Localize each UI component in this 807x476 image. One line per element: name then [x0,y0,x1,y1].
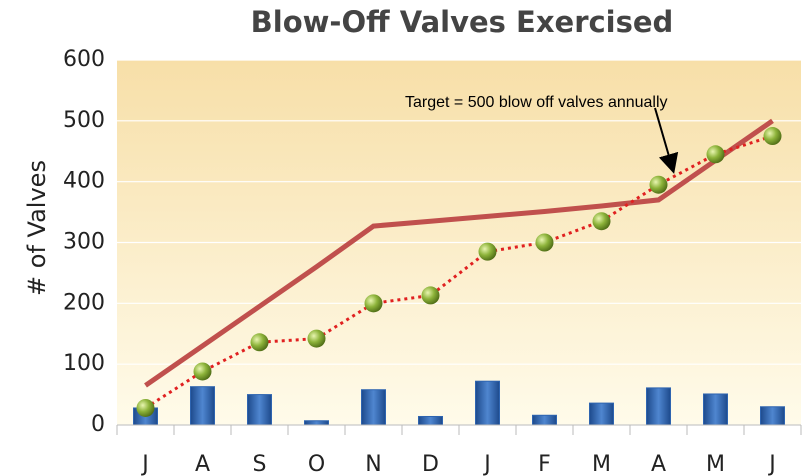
bar [760,406,785,426]
cumulative-marker [706,145,725,164]
y-tick-label: 300 [63,230,105,255]
bar [247,394,272,426]
y-tick-label: 400 [63,169,105,194]
annotation-box: Target = 500 blow off valves annually [405,94,668,111]
cumulative-marker [535,233,554,252]
cumulative-marker [649,175,668,194]
cumulative-marker [364,294,383,313]
cumulative-marker [421,286,440,305]
bar [361,389,386,426]
bar [589,402,614,426]
x-tick-label: J [140,452,149,476]
bar [703,393,728,426]
x-tick-label: D [422,452,439,476]
annotation-arrow [654,107,679,174]
bar [418,415,443,426]
annotation: Target = 500 blow off valves annually [405,94,668,111]
cumulative-marker [592,212,611,231]
x-tick-label: O [308,452,325,476]
x-tick-label: N [365,452,381,476]
cumulative-marker [136,398,155,417]
x-tick-label: S [253,452,267,476]
bar [304,420,329,426]
cumulative-line [144,134,773,410]
x-tick-label: J [767,452,776,476]
cumulative-marker [307,329,326,348]
bar [532,414,557,426]
y-tick-label: 200 [63,290,105,315]
x-tick-label: A [651,452,666,476]
y-tick-label: 0 [91,412,105,437]
bar [646,387,671,426]
y-tick-label: 500 [63,108,105,133]
y-axis-label: # of Valves [23,160,51,296]
x-tick-label: M [706,452,725,476]
x-tick-label: J [482,452,491,476]
cumulative-marker [193,362,212,381]
x-tick-label: M [592,452,611,476]
target-line [144,118,774,388]
x-tick-label: A [195,452,210,476]
cumulative-marker [478,242,497,261]
chart-title: Blow-Off Valves Exercised [251,5,674,39]
cumulative-marker [250,333,269,352]
bar [475,380,500,426]
bar [190,386,215,426]
y-tick-label: 600 [63,47,105,72]
cumulative-marker [763,127,782,146]
x-tick-label: F [538,452,551,476]
y-tick-label: 100 [63,351,105,376]
